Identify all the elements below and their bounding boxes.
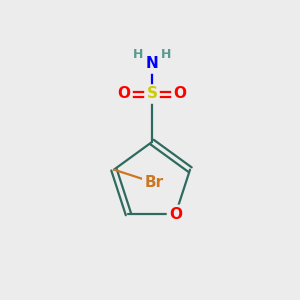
Text: O: O [169, 207, 182, 222]
Text: O: O [169, 207, 182, 222]
Text: S: S [146, 86, 158, 101]
Text: H: H [133, 49, 143, 62]
Text: N: N [146, 56, 158, 71]
Text: N: N [146, 56, 158, 71]
Text: H: H [133, 49, 143, 62]
Text: O: O [118, 86, 130, 101]
Text: O: O [173, 86, 187, 101]
Text: S: S [146, 86, 158, 101]
Text: O: O [118, 86, 130, 101]
Text: O: O [173, 86, 187, 101]
Text: H: H [161, 49, 171, 62]
Text: H: H [161, 49, 171, 62]
Text: Br: Br [144, 175, 164, 190]
Text: Br: Br [144, 175, 164, 190]
